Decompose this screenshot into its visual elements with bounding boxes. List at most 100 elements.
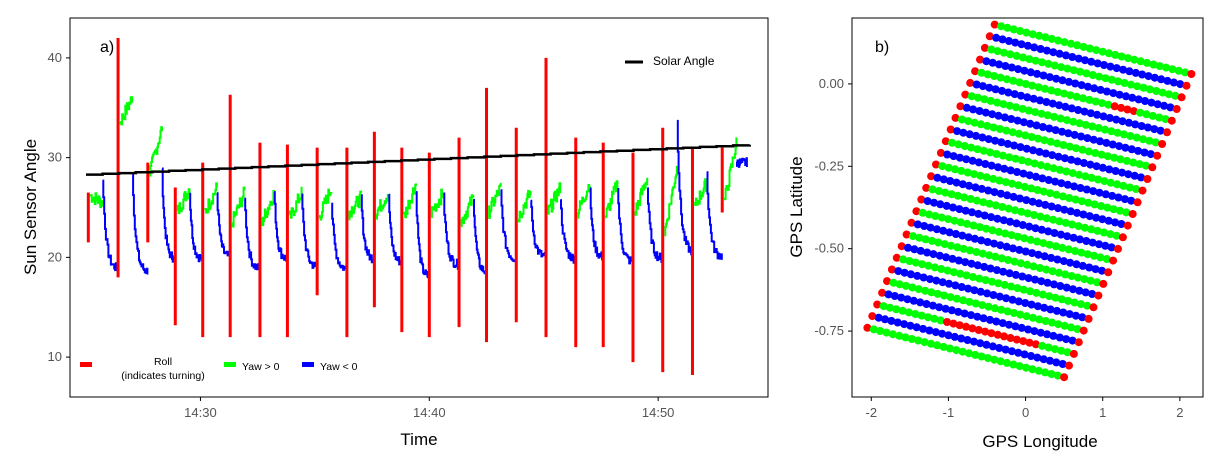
gps-point — [1028, 197, 1037, 206]
gps-point — [1034, 366, 1043, 375]
gps-point — [1155, 113, 1164, 122]
gps-point — [1003, 139, 1012, 148]
gps-point — [887, 265, 896, 274]
gps-point — [1063, 64, 1072, 73]
gps-point — [982, 173, 991, 182]
yaw-negative-line — [530, 199, 547, 258]
gps-point — [983, 289, 992, 298]
gps-point — [1155, 62, 1164, 71]
gps-point — [998, 35, 1007, 44]
gps-point — [986, 315, 994, 324]
gps-point — [981, 276, 990, 285]
gps-point — [975, 274, 984, 283]
gps-point — [940, 291, 949, 300]
gps-point — [948, 138, 957, 147]
yaw-positive-line — [176, 188, 191, 215]
gps-point — [981, 108, 990, 117]
gps-point — [910, 245, 919, 254]
gps-point — [1125, 67, 1134, 76]
gps-point — [1011, 206, 1019, 215]
gps-point — [944, 331, 953, 340]
gps-point — [1107, 243, 1116, 252]
gps-point — [1029, 313, 1037, 322]
gps-point — [951, 230, 960, 238]
gps-point — [981, 327, 990, 336]
gps-point — [873, 300, 882, 309]
gps-point — [1118, 233, 1127, 242]
gps-point — [1063, 232, 1072, 241]
gps-point — [933, 173, 942, 182]
gps-point — [1016, 310, 1025, 319]
gps-point — [1033, 69, 1042, 78]
y-tick-label: 10 — [48, 349, 62, 364]
gps-point — [1079, 42, 1088, 51]
gps-point — [985, 83, 994, 92]
gps-point — [1030, 43, 1039, 52]
gps-point — [1047, 202, 1056, 211]
gps-point — [1097, 266, 1106, 275]
gps-point — [1098, 215, 1107, 224]
gps-point — [1141, 161, 1150, 170]
gps-point — [973, 312, 982, 321]
gps-point — [953, 191, 962, 200]
gps-point — [1093, 278, 1101, 287]
gps-point — [941, 137, 950, 146]
gps-point — [1018, 104, 1027, 113]
gps-point — [945, 344, 954, 353]
gps-point — [1074, 222, 1083, 231]
gps-point — [1025, 55, 1034, 64]
gps-point — [945, 228, 954, 237]
gps-point — [1070, 298, 1079, 307]
gps-point — [931, 212, 940, 220]
gps-point — [977, 184, 986, 193]
yaw-negative-line — [589, 187, 604, 261]
gps-point — [1023, 209, 1032, 218]
gps-point — [1100, 177, 1109, 186]
gps-point — [1069, 349, 1078, 358]
gps-point — [970, 170, 978, 179]
gps-point — [1013, 168, 1021, 176]
gps-point — [1128, 210, 1137, 218]
gps-point — [1055, 49, 1064, 58]
gps-point — [1020, 234, 1029, 243]
gps-point — [969, 221, 978, 230]
gps-point — [1109, 256, 1118, 265]
gps-point — [904, 243, 912, 252]
gps-point — [906, 270, 915, 279]
gps-point — [1097, 150, 1106, 159]
gps-point — [984, 302, 993, 311]
gps-point — [1058, 127, 1066, 136]
gps-point — [1023, 260, 1032, 269]
gps-point — [990, 355, 999, 364]
gps-point — [966, 246, 974, 255]
gps-point — [1106, 230, 1115, 239]
panel-b-label: b) — [875, 39, 889, 56]
gps-point — [1149, 60, 1158, 69]
gps-point — [904, 308, 913, 317]
gps-point — [882, 328, 891, 337]
gps-point — [1019, 285, 1028, 294]
gps-point — [1051, 177, 1060, 186]
gps-point — [1044, 343, 1053, 352]
gps-point — [943, 150, 952, 159]
gps-point — [928, 236, 936, 245]
gps-point — [1035, 315, 1044, 324]
gps-point — [1019, 53, 1027, 62]
gps-point — [976, 120, 985, 129]
gps-point — [1018, 221, 1027, 229]
gps-point — [972, 248, 981, 256]
gps-point — [1071, 79, 1080, 88]
gps-point — [965, 349, 973, 358]
gps-point — [1005, 320, 1013, 329]
gps-point — [918, 208, 927, 217]
gps-point — [1048, 318, 1056, 327]
gps-point — [1108, 191, 1117, 200]
gps-point — [1074, 338, 1083, 347]
gps-point — [984, 354, 992, 363]
gps-point — [1168, 65, 1177, 74]
gps-point — [992, 150, 1001, 158]
gps-point — [1042, 214, 1051, 223]
gps-point — [1060, 89, 1068, 98]
gps-point — [963, 168, 972, 177]
gps-point — [976, 287, 985, 296]
